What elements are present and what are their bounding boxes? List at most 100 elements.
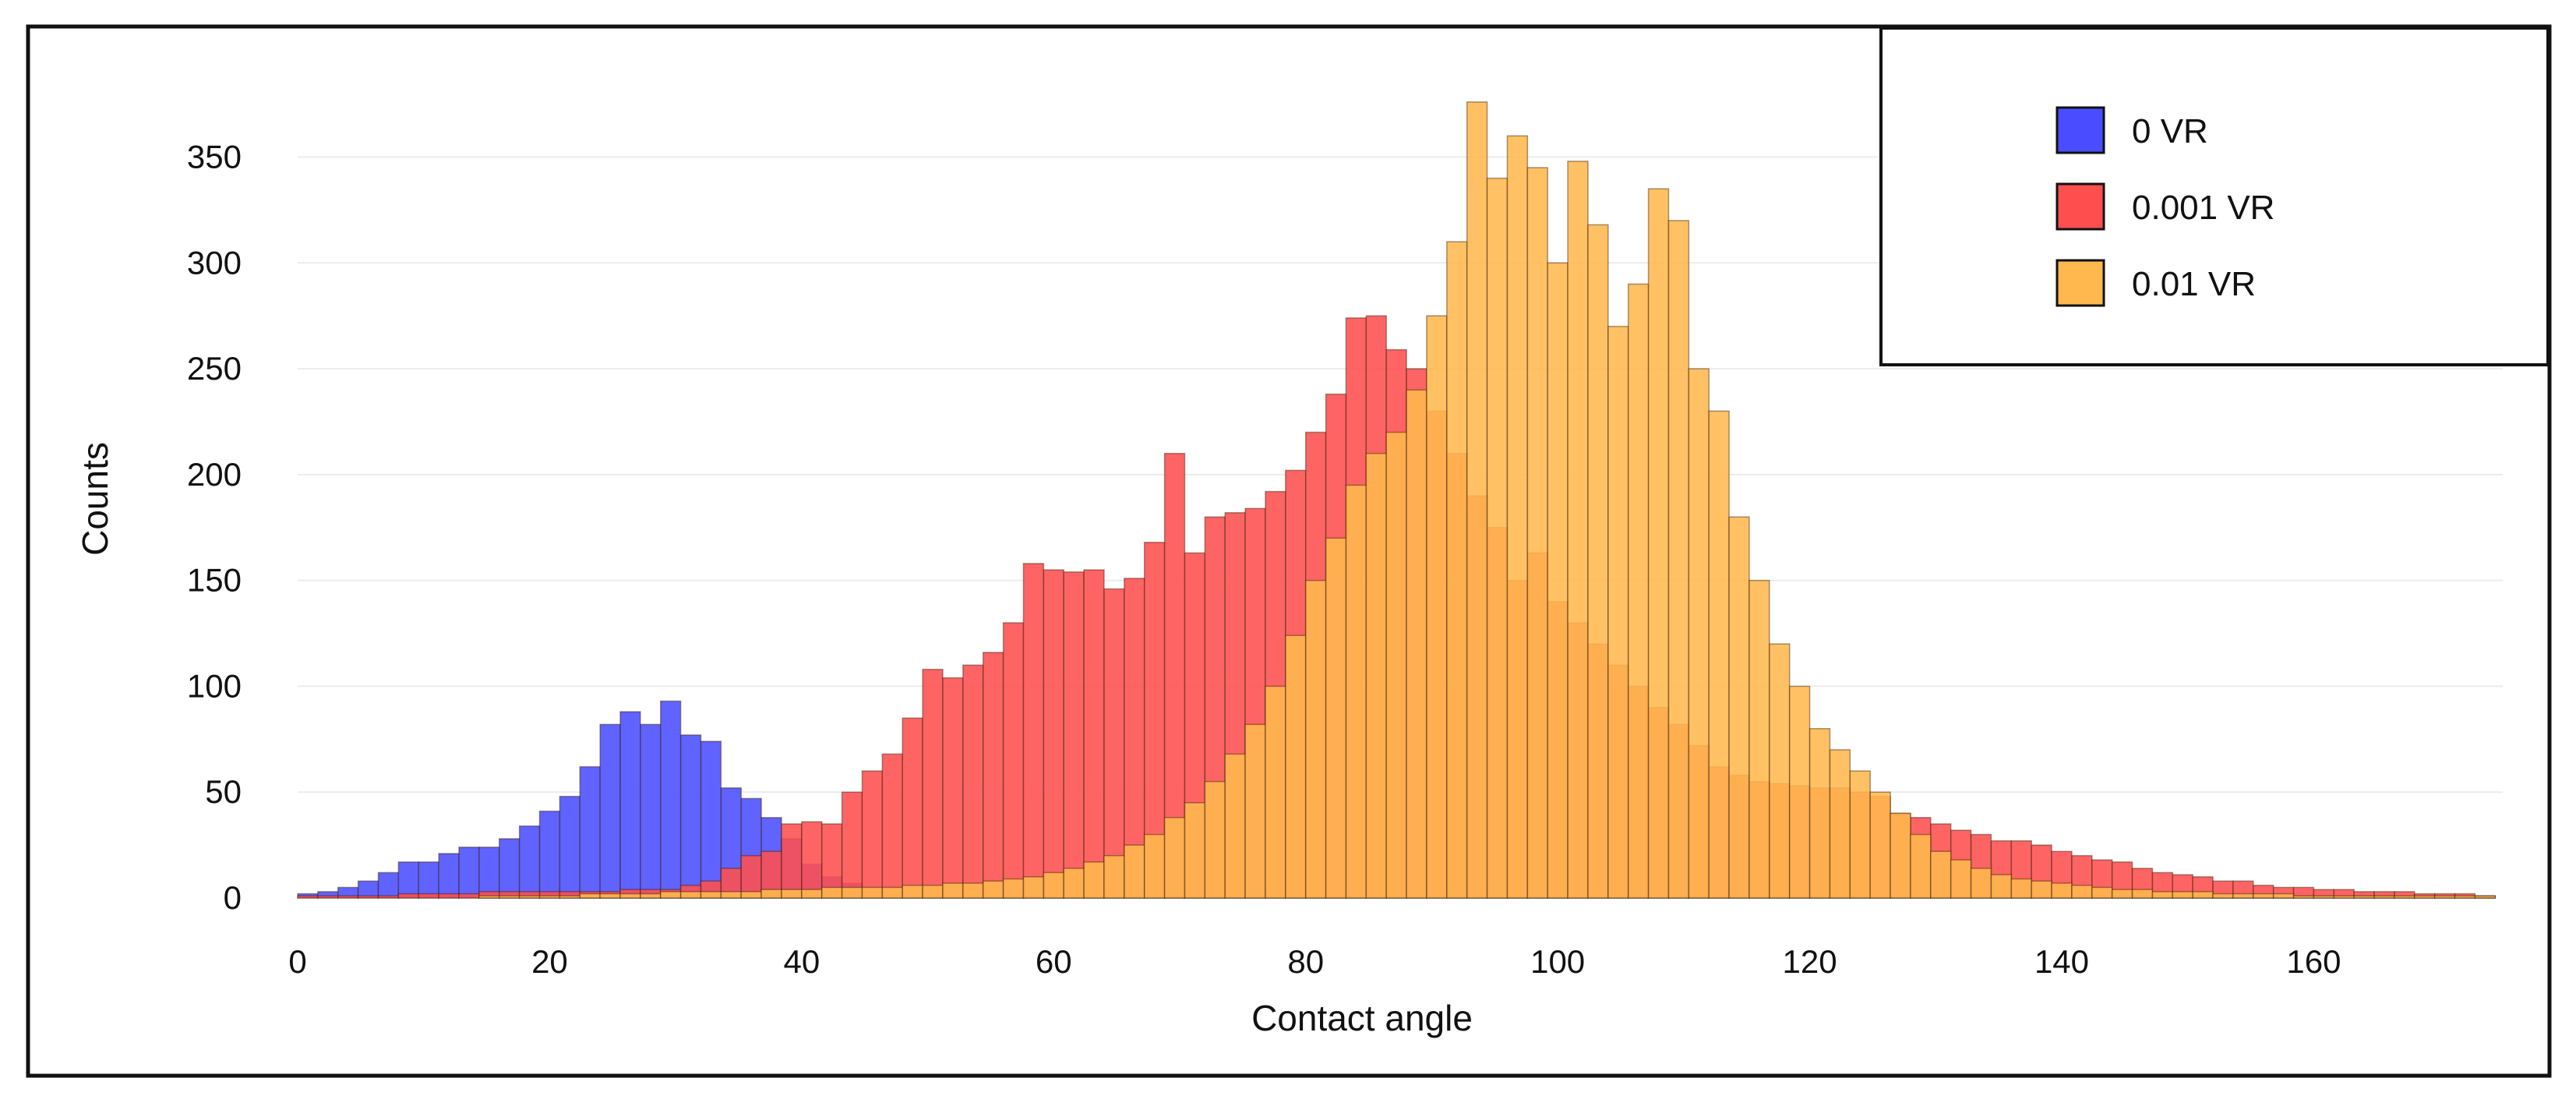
histogram-bar [498,838,520,899]
histogram-bars [297,101,2497,899]
histogram-bar [902,884,923,899]
x-tick-label: 100 [1530,943,1585,980]
histogram-bar [1103,588,1125,899]
histogram-bar [1486,177,1509,899]
x-tick-label: 60 [1036,943,1072,980]
legend-box [1879,27,2550,366]
x-tick-label: 80 [1287,943,1324,980]
y-tick-label: 300 [187,244,242,281]
histogram-bar [599,723,621,899]
histogram-bar [2433,895,2456,899]
histogram-bar [498,895,520,899]
histogram-bar [2474,895,2497,899]
histogram-bar [1083,861,1105,899]
histogram-bar [1990,874,2013,899]
histogram-bar [1446,241,1468,899]
legend-item: 0 VR [2056,106,2208,154]
y-tick-label: 150 [187,562,242,599]
y-tick-label: 50 [205,773,242,810]
histogram-bar [902,717,923,899]
histogram-bar [619,893,641,899]
histogram-bar [781,889,803,899]
histogram-bar [357,895,379,899]
histogram-bar [962,664,984,899]
histogram-bar [1143,833,1166,899]
histogram-bar [942,882,964,899]
histogram-bar [559,895,580,899]
legend-item: 0.001 VR [2056,182,2274,231]
histogram-bar [418,893,439,899]
histogram-bar [1304,579,1327,899]
histogram-bar [2151,891,2174,899]
histogram-bar [801,889,823,899]
legend-swatch [2056,259,2105,307]
histogram-bar [982,652,1004,899]
histogram-bar [559,795,580,899]
histogram-bar [2253,893,2274,899]
histogram-bar [841,886,863,899]
histogram-bar [881,886,903,899]
histogram-bar [1285,635,1307,899]
histogram-bar [640,893,662,899]
histogram-bar [781,823,803,899]
legend-item: 0.01 VR [2056,259,2256,307]
y-tick-label: 100 [187,667,242,704]
histogram-bar [640,723,662,899]
histogram-bar [1043,871,1064,899]
histogram-bar [1607,325,1629,899]
histogram-bar [1688,368,1710,899]
histogram-bar [2071,884,2093,899]
histogram-bar [1849,770,1871,899]
histogram-bar [1788,685,1811,899]
histogram-bar [922,668,944,899]
histogram-bar [861,886,884,899]
histogram-bar [2394,895,2415,899]
histogram-bar [1043,569,1064,899]
histogram-bar [679,891,702,899]
histogram-bar [720,891,742,899]
x-tick-label: 40 [783,943,820,980]
legend: 0 VR 0.001 VR 0.01 VR [1879,27,2550,366]
histogram-bar [2212,893,2234,899]
histogram-bar [1728,516,1750,899]
histogram-bar [397,861,419,899]
histogram-bar [2414,895,2436,899]
x-axis-label: Contact angle [1251,998,1473,1038]
histogram-bar [599,893,621,899]
histogram-bar [2353,895,2375,899]
histogram-bar [1002,878,1025,899]
histogram-bar [1022,563,1045,899]
histogram-bar [619,711,641,899]
histogram-bar [1808,727,1831,899]
histogram-bar [579,893,601,899]
histogram-bar [962,882,984,899]
histogram-bar [861,770,884,899]
histogram-bar [1627,283,1650,899]
histogram-bar [1063,571,1085,899]
x-tick-labels: 0 20 40 60 80 100 120 140 160 [288,943,2341,980]
x-tick-label: 120 [1783,943,1837,980]
histogram-bar [700,741,722,899]
histogram-bar [2232,893,2254,899]
histogram-bar [1406,389,1427,899]
histogram-bar [1647,188,1670,899]
histogram-bar [377,895,400,899]
histogram-bar [1204,780,1226,899]
histogram-bar [2091,886,2113,899]
histogram-bar [1265,685,1286,899]
histogram-bar [1345,484,1367,899]
histogram-bar [1749,579,1770,899]
histogram-bar [2373,895,2395,899]
y-axis-label: Counts [75,442,115,556]
histogram-bar [1124,844,1145,899]
histogram-bar [1063,868,1085,899]
histogram-bar [538,810,561,899]
histogram-bar [2333,895,2355,899]
histogram-bar [1426,315,1448,899]
histogram-bar [1769,643,1791,899]
y-tick-label: 0 [224,879,242,916]
histogram-bar [1930,850,1952,899]
histogram-bar [679,734,702,899]
histogram-bar [518,895,541,899]
